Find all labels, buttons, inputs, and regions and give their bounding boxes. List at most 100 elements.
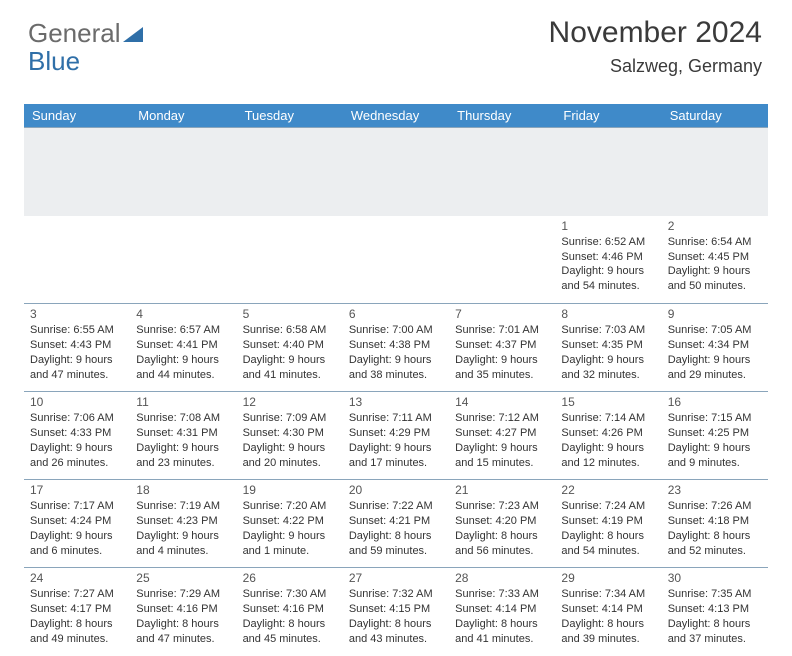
sunrise-text: Sunrise: 7:33 AM [455, 587, 549, 602]
sunset-text: Sunset: 4:27 PM [455, 426, 549, 441]
day-number: 28 [455, 570, 549, 586]
day-cell: 17Sunrise: 7:17 AMSunset: 4:24 PMDayligh… [24, 480, 130, 568]
day-number: 5 [243, 306, 337, 322]
day-cell: 22Sunrise: 7:24 AMSunset: 4:19 PMDayligh… [555, 480, 661, 568]
day-cell: 5Sunrise: 6:58 AMSunset: 4:40 PMDaylight… [237, 304, 343, 392]
daylight-text: Daylight: 9 hours [30, 353, 124, 368]
sunrise-text: Sunrise: 7:30 AM [243, 587, 337, 602]
day-cell [24, 216, 130, 304]
sunrise-text: Sunrise: 7:01 AM [455, 323, 549, 338]
daylight-text: and 59 minutes. [349, 544, 443, 559]
daylight-text: Daylight: 9 hours [349, 441, 443, 456]
logo-word1: General [28, 18, 121, 48]
sunrise-text: Sunrise: 7:11 AM [349, 411, 443, 426]
daylight-text: Daylight: 8 hours [561, 529, 655, 544]
day-cell: 19Sunrise: 7:20 AMSunset: 4:22 PMDayligh… [237, 480, 343, 568]
day-cell: 9Sunrise: 7:05 AMSunset: 4:34 PMDaylight… [662, 304, 768, 392]
daylight-text: Daylight: 8 hours [561, 617, 655, 632]
day-number: 17 [30, 482, 124, 498]
sunrise-text: Sunrise: 7:05 AM [668, 323, 762, 338]
sunrise-text: Sunrise: 7:34 AM [561, 587, 655, 602]
day-number: 12 [243, 394, 337, 410]
week-row: 1Sunrise: 6:52 AMSunset: 4:46 PMDaylight… [24, 216, 768, 304]
sunrise-text: Sunrise: 7:08 AM [136, 411, 230, 426]
day-number: 20 [349, 482, 443, 498]
sunset-text: Sunset: 4:13 PM [668, 602, 762, 617]
day-number: 13 [349, 394, 443, 410]
sunset-text: Sunset: 4:17 PM [30, 602, 124, 617]
daylight-text: and 39 minutes. [561, 632, 655, 647]
daylight-text: Daylight: 9 hours [668, 441, 762, 456]
day-number: 29 [561, 570, 655, 586]
daylight-text: and 52 minutes. [668, 544, 762, 559]
sunset-text: Sunset: 4:30 PM [243, 426, 337, 441]
sunrise-text: Sunrise: 7:29 AM [136, 587, 230, 602]
day-number: 24 [30, 570, 124, 586]
sunset-text: Sunset: 4:16 PM [243, 602, 337, 617]
sunset-text: Sunset: 4:20 PM [455, 514, 549, 529]
day-number: 4 [136, 306, 230, 322]
daylight-text: and 38 minutes. [349, 368, 443, 383]
day-cell [343, 216, 449, 304]
sunset-text: Sunset: 4:31 PM [136, 426, 230, 441]
day-number: 23 [668, 482, 762, 498]
day-cell: 7Sunrise: 7:01 AMSunset: 4:37 PMDaylight… [449, 304, 555, 392]
day-cell: 14Sunrise: 7:12 AMSunset: 4:27 PMDayligh… [449, 392, 555, 480]
day-cell: 12Sunrise: 7:09 AMSunset: 4:30 PMDayligh… [237, 392, 343, 480]
sunset-text: Sunset: 4:16 PM [136, 602, 230, 617]
sunset-text: Sunset: 4:23 PM [136, 514, 230, 529]
day-number: 21 [455, 482, 549, 498]
day-cell [130, 216, 236, 304]
day-cell: 10Sunrise: 7:06 AMSunset: 4:33 PMDayligh… [24, 392, 130, 480]
sunrise-text: Sunrise: 7:23 AM [455, 499, 549, 514]
daylight-text: and 37 minutes. [668, 632, 762, 647]
sunset-text: Sunset: 4:29 PM [349, 426, 443, 441]
logo-sail-icon [123, 22, 145, 48]
daylight-text: and 56 minutes. [455, 544, 549, 559]
daylight-text: and 23 minutes. [136, 456, 230, 471]
daylight-text: Daylight: 9 hours [349, 353, 443, 368]
day-cell: 21Sunrise: 7:23 AMSunset: 4:20 PMDayligh… [449, 480, 555, 568]
daylight-text: Daylight: 9 hours [455, 353, 549, 368]
sunrise-text: Sunrise: 7:00 AM [349, 323, 443, 338]
day-number: 8 [561, 306, 655, 322]
sunset-text: Sunset: 4:35 PM [561, 338, 655, 353]
sunset-text: Sunset: 4:14 PM [561, 602, 655, 617]
day-number: 9 [668, 306, 762, 322]
sunrise-text: Sunrise: 7:06 AM [30, 411, 124, 426]
daylight-text: Daylight: 8 hours [455, 529, 549, 544]
daylight-text: Daylight: 9 hours [30, 441, 124, 456]
daylight-text: and 44 minutes. [136, 368, 230, 383]
day-number: 7 [455, 306, 549, 322]
day-number: 22 [561, 482, 655, 498]
day-cell: 11Sunrise: 7:08 AMSunset: 4:31 PMDayligh… [130, 392, 236, 480]
sunset-text: Sunset: 4:19 PM [561, 514, 655, 529]
daylight-text: Daylight: 9 hours [243, 353, 337, 368]
sunrise-text: Sunrise: 6:55 AM [30, 323, 124, 338]
daylight-text: Daylight: 9 hours [30, 529, 124, 544]
week-row: 3Sunrise: 6:55 AMSunset: 4:43 PMDaylight… [24, 304, 768, 392]
day-number: 26 [243, 570, 337, 586]
daylight-text: Daylight: 8 hours [349, 529, 443, 544]
day-cell: 16Sunrise: 7:15 AMSunset: 4:25 PMDayligh… [662, 392, 768, 480]
logo: General Blue [28, 20, 145, 74]
sunrise-text: Sunrise: 7:35 AM [668, 587, 762, 602]
daylight-text: Daylight: 9 hours [455, 441, 549, 456]
sunset-text: Sunset: 4:24 PM [30, 514, 124, 529]
sunrise-text: Sunrise: 6:57 AM [136, 323, 230, 338]
daylight-text: and 43 minutes. [349, 632, 443, 647]
day-number: 10 [30, 394, 124, 410]
daylight-text: Daylight: 9 hours [136, 353, 230, 368]
sunrise-text: Sunrise: 7:22 AM [349, 499, 443, 514]
sunset-text: Sunset: 4:45 PM [668, 250, 762, 265]
day-number: 6 [349, 306, 443, 322]
day-number: 2 [668, 218, 762, 234]
sunset-text: Sunset: 4:22 PM [243, 514, 337, 529]
daylight-text: and 9 minutes. [668, 456, 762, 471]
day-cell [449, 216, 555, 304]
sunset-text: Sunset: 4:41 PM [136, 338, 230, 353]
sunset-text: Sunset: 4:14 PM [455, 602, 549, 617]
sunset-text: Sunset: 4:33 PM [30, 426, 124, 441]
day-cell: 2Sunrise: 6:54 AMSunset: 4:45 PMDaylight… [662, 216, 768, 304]
daylight-text: and 54 minutes. [561, 544, 655, 559]
